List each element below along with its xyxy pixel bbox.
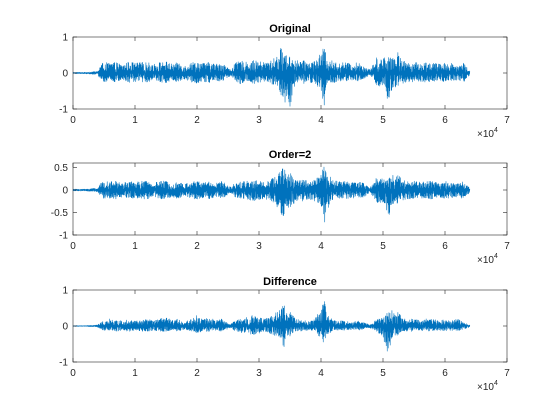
x-tick-label: 6: [442, 241, 448, 252]
x-tick-label: 5: [380, 368, 386, 379]
x-tick-label: 3: [256, 368, 262, 379]
y-tick-label: 0: [62, 322, 68, 333]
series-line: [72, 301, 471, 352]
x-tick-label: 3: [256, 241, 262, 252]
x-axis-multiplier: ×104: [477, 127, 498, 140]
x-tick-label: 5: [380, 241, 386, 252]
y-tick-label: -1: [59, 105, 68, 116]
x-tick-label: 3: [256, 115, 262, 126]
x-tick-label: 4: [318, 115, 324, 126]
x-tick-label: 6: [442, 115, 448, 126]
x-tick-label: 0: [70, 241, 76, 252]
subplot-2: 0 1 2 3 4 5 6 7 -1 -0.5 0 0.5 Order=2 ×104: [51, 149, 510, 266]
chart-title: Order=2: [269, 149, 312, 161]
y-tick-label: -1: [59, 231, 68, 242]
x-tick-label: 1: [132, 241, 138, 252]
x-tick-label: 4: [318, 368, 324, 379]
x-tick-label: 1: [132, 368, 138, 379]
x-tick-label: 2: [194, 368, 200, 379]
x-tick-label: 2: [194, 115, 200, 126]
x-tick-label: 1: [132, 115, 138, 126]
series-line: [72, 47, 471, 107]
x-tick-label: 7: [504, 368, 510, 379]
x-tick-label: 0: [70, 115, 76, 126]
y-tick-label: 1: [62, 286, 68, 297]
x-tick-label: 5: [380, 115, 386, 126]
y-tick-label: 1: [62, 33, 68, 44]
y-tick-label: 0: [62, 69, 68, 80]
y-tick-label: 0.5: [54, 163, 68, 174]
x-axis-multiplier: ×104: [477, 380, 498, 393]
x-tick-label: 7: [504, 241, 510, 252]
y-tick-label: -0.5: [51, 208, 69, 219]
x-tick-label: 2: [194, 241, 200, 252]
x-axis-multiplier: ×104: [477, 253, 498, 266]
y-tick-label: 0: [62, 186, 68, 197]
x-tick-label: 0: [70, 368, 76, 379]
series-line: [72, 166, 471, 223]
chart-title: Difference: [263, 276, 317, 288]
x-tick-label: 7: [504, 115, 510, 126]
chart-title: Original: [269, 23, 311, 35]
y-tick-label: -1: [59, 358, 68, 369]
x-tick-label: 4: [318, 241, 324, 252]
x-tick-label: 6: [442, 368, 448, 379]
